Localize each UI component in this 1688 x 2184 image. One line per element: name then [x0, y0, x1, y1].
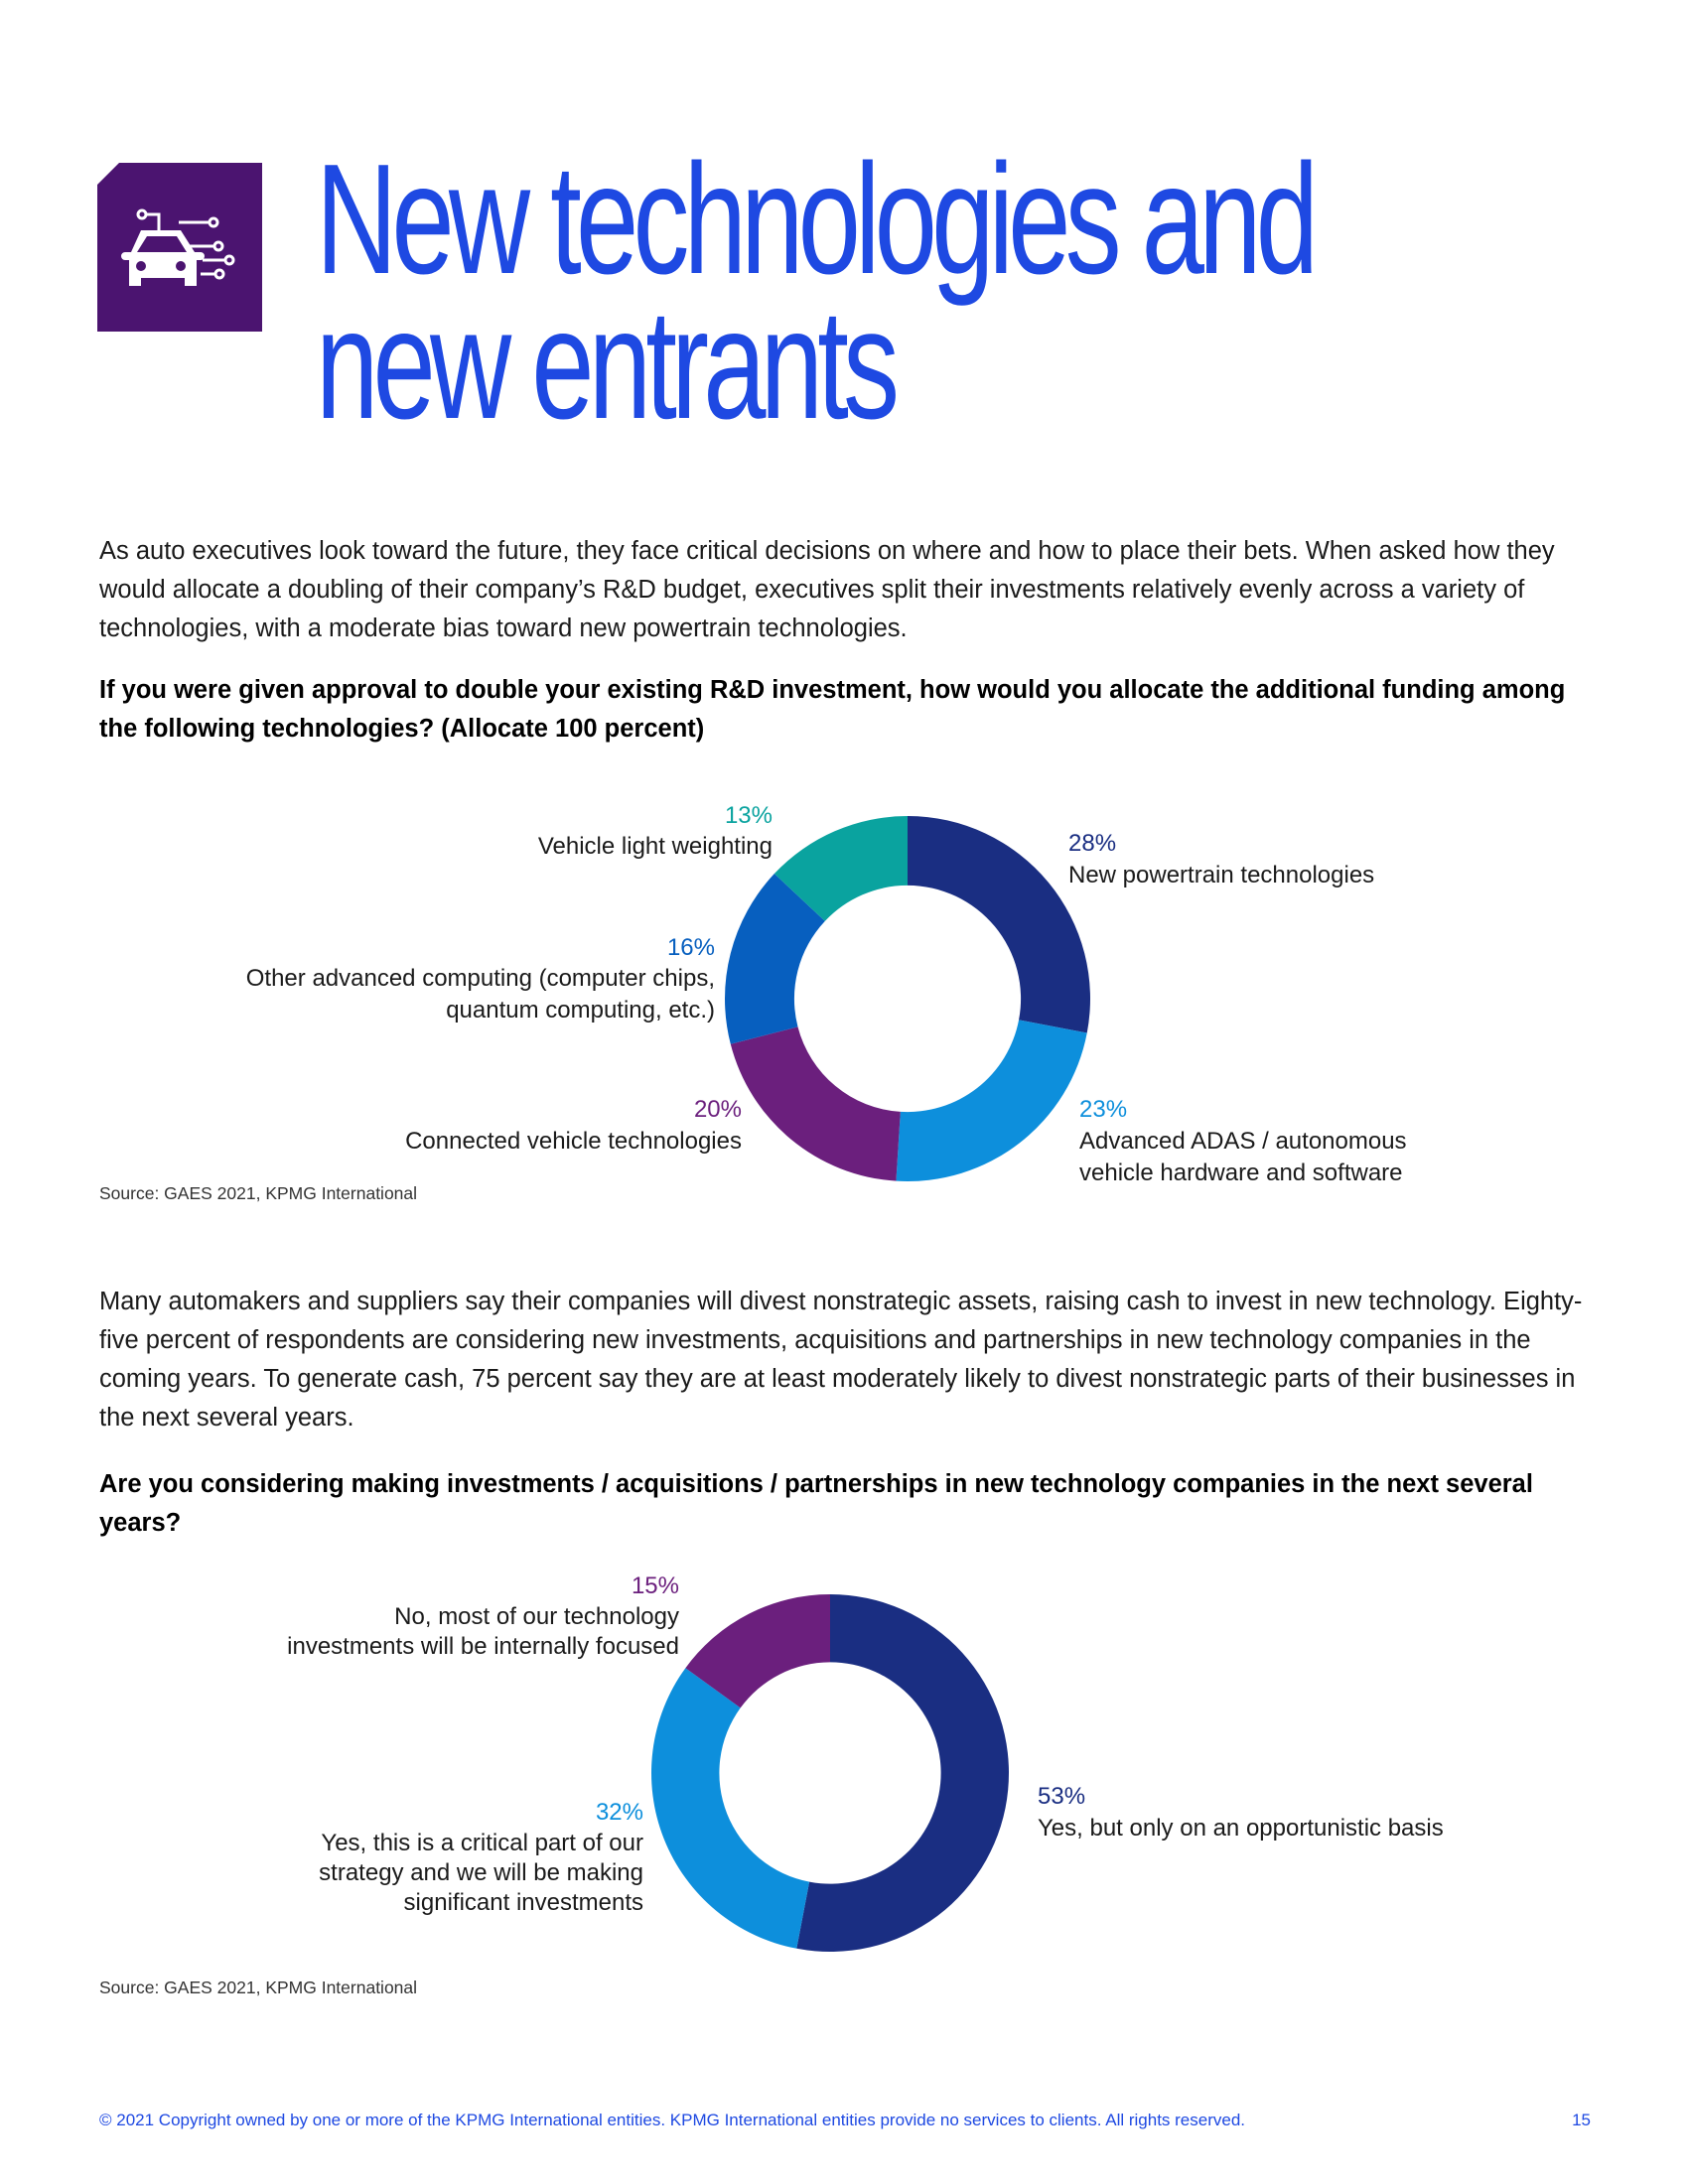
chart1-slice-3	[725, 874, 825, 1044]
chart1-label-adas-line2: vehicle hardware and software	[1079, 1160, 1403, 1186]
chart2-label-internal-line2: investments will be internally focused	[287, 1633, 679, 1660]
page-number: 15	[1572, 2111, 1591, 2129]
chart2-label-opportunistic: Yes, but only on an opportunistic basis	[1038, 1815, 1444, 1842]
chart1-donut	[725, 816, 1090, 1181]
chart2-label-critical-line2: strategy and we will be making	[319, 1859, 643, 1886]
chart1-slice-0	[908, 816, 1090, 1033]
chart2-pct-critical: 32%	[595, 1799, 643, 1826]
chart1-label-adas-line1: Advanced ADAS / autonomous	[1079, 1128, 1407, 1155]
chart2-label-internal-line1: No, most of our technology	[394, 1603, 679, 1630]
chart2-pct-internal: 15%	[631, 1572, 679, 1599]
page-title: New technologies and new entrants	[316, 132, 1319, 452]
chart1-label-new-powertrain: New powertrain technologies	[1068, 862, 1375, 888]
connected-car-icon	[121, 208, 235, 286]
chart1-pct-other-computing: 16%	[666, 934, 715, 961]
chart2-pct-opportunistic: 53%	[1038, 1783, 1086, 1810]
chart1-pct-adas: 23%	[1079, 1096, 1128, 1123]
chart1-label-other-computing-line1: Other advanced computing (computer chips…	[245, 965, 715, 992]
chart2-slice-1	[651, 1668, 810, 1949]
chart2-donut	[651, 1594, 1009, 1952]
chart2-slice-0	[796, 1594, 1009, 1952]
chart1-label-other-computing-line2: quantum computing, etc.)	[446, 997, 715, 1024]
chart2-source: Source: GAES 2021, KPMG International	[99, 1978, 418, 1997]
chart2-label-critical-line1: Yes, this is a critical part of our	[321, 1830, 643, 1856]
chart1-pct-new-powertrain: 28%	[1068, 830, 1117, 857]
section-icon-box	[97, 163, 262, 332]
chart2-label-critical-line3: significant investments	[403, 1889, 643, 1916]
intro-paragraph: As auto executives look toward the futur…	[99, 537, 1555, 642]
chart1-source: Source: GAES 2021, KPMG International	[99, 1183, 418, 1203]
chart1-slice-1	[896, 1020, 1087, 1181]
copyright-footer: © 2021 Copyright owned by one or more of…	[99, 2111, 1245, 2129]
chart2-slice-2	[685, 1594, 830, 1708]
chart1-question: If you were given approval to double you…	[99, 676, 1566, 743]
title-line-2: new entrants	[316, 277, 900, 452]
chart1-slice-2	[730, 1026, 901, 1181]
corner-fold	[97, 163, 119, 185]
title-line-1: New technologies and	[316, 132, 1319, 307]
chart1-label-light-weighting: Vehicle light weighting	[537, 833, 773, 860]
chart1-slice-4	[774, 816, 908, 921]
chart2-question: Are you considering making investments /…	[99, 1470, 1533, 1537]
chart1-label-connected: Connected vehicle technologies	[405, 1128, 742, 1155]
investment-paragraph: Many automakers and suppliers say their …	[99, 1288, 1583, 1432]
chart1-pct-connected: 20%	[693, 1096, 742, 1123]
chart1-pct-light-weighting: 13%	[724, 802, 773, 829]
